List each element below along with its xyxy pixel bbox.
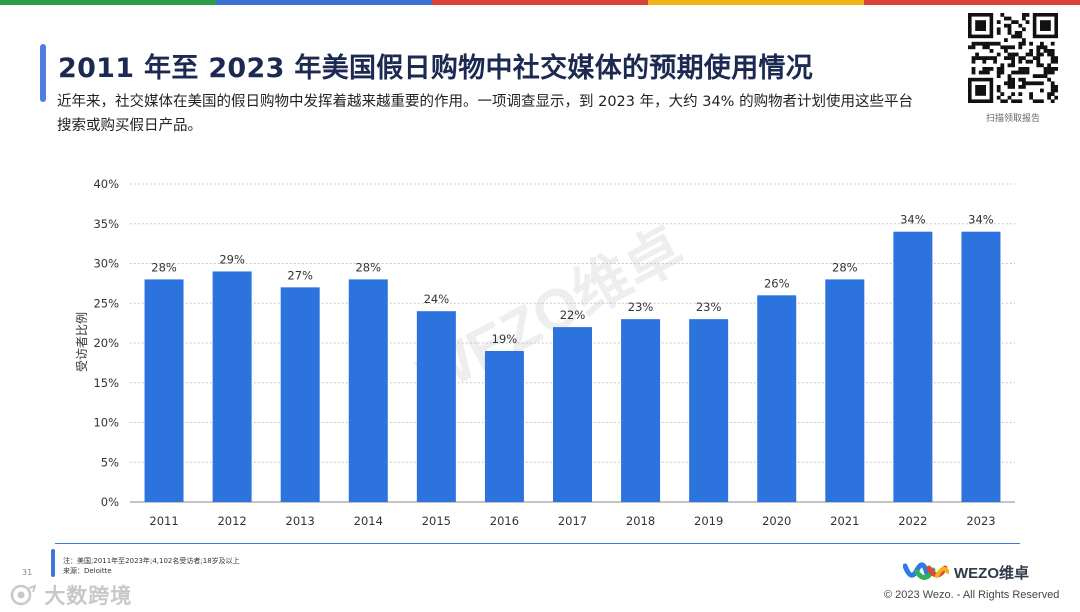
brand-logo: WEZO维卓 — [903, 559, 1029, 585]
bar-2021[interactable] — [825, 279, 865, 502]
y-tick-label: 40% — [93, 177, 119, 191]
y-tick-label: 35% — [93, 217, 119, 231]
y-tick-label: 5% — [101, 455, 119, 469]
stripe-green — [0, 0, 216, 5]
bar-2015[interactable] — [416, 311, 456, 502]
copyright-text: © 2023 Wezo. - All Rights Reserved — [884, 589, 1060, 601]
page-subtitle: 近年来，社交媒体在美国的假日购物中发挥着越来越重要的作用。一项调查显示，到 20… — [57, 94, 914, 134]
y-tick-label: 15% — [93, 376, 119, 390]
x-tick-label: 2020 — [762, 514, 791, 528]
stripe-red — [432, 0, 648, 5]
page-number: 31 — [22, 568, 33, 577]
x-tick-label: 2016 — [490, 514, 519, 528]
watermark-text: 大数跨境 — [44, 584, 133, 608]
data-label-2021: 28% — [832, 260, 858, 274]
data-label-2012: 29% — [219, 252, 245, 266]
top-color-stripe — [0, 0, 1080, 5]
x-tick-label: 2014 — [354, 514, 383, 528]
data-label-2014: 28% — [355, 260, 381, 274]
bar-2023[interactable] — [961, 231, 1001, 502]
chart-note: 注：美国;2011年至2023年;4,102名受访者;18岁及以上 — [63, 557, 240, 565]
x-tick-label: 2019 — [694, 514, 723, 528]
y-tick-label: 0% — [101, 495, 119, 509]
corner-watermark: 大数跨境 — [10, 580, 132, 610]
data-label-2018: 23% — [628, 300, 654, 314]
chart-source: 来源：Deloitte — [63, 567, 112, 575]
bar-2019[interactable] — [689, 319, 729, 502]
brand-name: WEZO维卓 — [954, 564, 1029, 582]
title-accent-bar — [40, 44, 46, 102]
y-tick-label: 25% — [93, 296, 119, 310]
data-label-2016: 19% — [492, 332, 518, 346]
data-label-2019: 23% — [696, 300, 722, 314]
footer-accent-bar — [51, 549, 55, 577]
bar-2022[interactable] — [893, 231, 933, 502]
x-tick-label: 2015 — [422, 514, 451, 528]
x-tick-label: 2018 — [626, 514, 655, 528]
bar-2018[interactable] — [621, 319, 661, 502]
y-axis-label: 受访者比例 — [75, 312, 89, 372]
page-title: 2011 年至 2023 年美国假日购物中社交媒体的预期使用情况 — [58, 53, 814, 84]
bar-2013[interactable] — [280, 287, 320, 502]
data-label-2011: 28% — [151, 260, 177, 274]
stripe-yellow — [648, 0, 864, 5]
data-label-2020: 26% — [764, 276, 790, 290]
y-tick-label: 10% — [93, 416, 119, 430]
data-label-2022: 34% — [900, 213, 926, 227]
y-tick-label: 30% — [93, 257, 119, 271]
qr-code-icon[interactable] — [968, 13, 1059, 104]
data-label-2013: 27% — [287, 268, 313, 282]
x-tick-label: 2012 — [217, 514, 246, 528]
bar-2017[interactable] — [553, 327, 592, 502]
data-label-2023: 34% — [968, 213, 994, 227]
x-tick-label: 2023 — [966, 514, 995, 528]
x-tick-label: 2021 — [830, 514, 859, 528]
qr-caption: 扫描领取报告 — [985, 114, 1040, 124]
data-label-2017: 22% — [560, 308, 586, 322]
bar-2014[interactable] — [348, 279, 388, 502]
x-tick-label: 2011 — [149, 514, 178, 528]
x-tick-label: 2013 — [286, 514, 315, 528]
bar-2020[interactable] — [757, 295, 797, 502]
bar-2016[interactable] — [484, 350, 524, 502]
x-tick-label: 2022 — [898, 514, 927, 528]
wezo-logo-icon — [903, 562, 949, 580]
x-tick-label: 2017 — [558, 514, 587, 528]
bar-2012[interactable] — [212, 271, 252, 502]
bar-2011[interactable] — [144, 279, 184, 502]
data-label-2015: 24% — [424, 292, 450, 306]
stripe-red-2 — [864, 0, 1080, 5]
footer-divider — [55, 543, 1020, 544]
watermark-logo-icon — [10, 584, 36, 606]
stripe-blue — [216, 0, 432, 5]
y-tick-label: 20% — [93, 336, 119, 350]
